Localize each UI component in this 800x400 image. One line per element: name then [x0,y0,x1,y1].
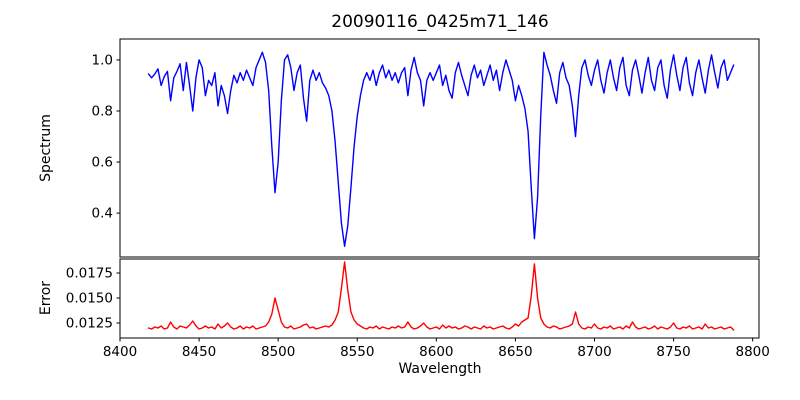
y-axis-label-spectrum: Spectrum [38,114,54,182]
error-y-tick-label: 0.0150 [66,291,113,307]
spectrum-y-tick-label: 0.6 [92,155,113,171]
spectrum-y-tick-label: 0.8 [92,103,113,119]
x-tick-label: 8450 [182,344,216,360]
x-tick-label: 8700 [577,344,611,360]
spectrum-line [147,51,735,247]
x-tick-label: 8400 [103,344,137,360]
x-tick-label: 8600 [419,344,453,360]
spectrum-panel-frame [119,38,760,258]
spectrum-y-tick-label: 0.4 [92,206,113,222]
x-axis-label: Wavelength [398,361,482,377]
y-axis-label-error: Error [38,280,54,316]
error-panel-frame [119,258,760,339]
chart-title: 20090116_0425m71_146 [331,12,549,32]
x-tick-label: 8750 [656,344,690,360]
x-tick-label: 8550 [340,344,374,360]
error-y-tick-label: 0.0125 [66,316,113,332]
error-y-tick-label: 0.0175 [66,266,113,282]
x-tick-label: 8500 [261,344,295,360]
x-tick-label: 8800 [735,344,769,360]
x-tick-label: 8650 [498,344,532,360]
spectrum-y-tick-label: 1.0 [92,52,113,68]
error-line [147,261,735,331]
